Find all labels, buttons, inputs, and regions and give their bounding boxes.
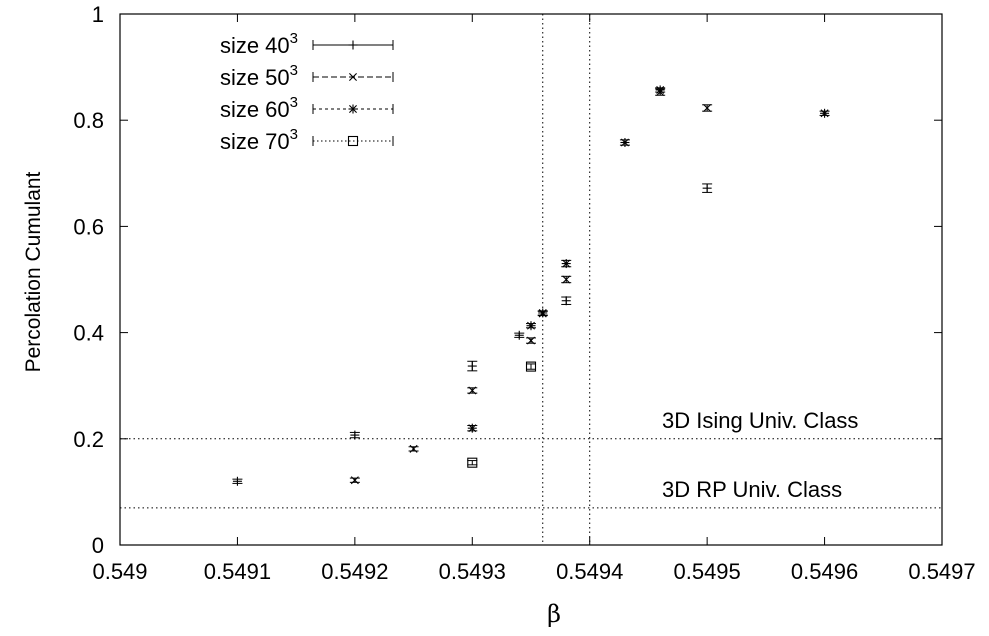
legend-label: size 703 [220,126,298,154]
x-tick: 0.5494 [556,14,623,584]
x-axis-title: β [547,600,561,628]
y-tick: 1 [92,2,942,27]
data-point [467,423,478,433]
legend-entry: size 703 [220,126,394,154]
data-points [232,85,830,486]
y-tick: 0.8 [73,108,942,133]
x-tick-label: 0.5497 [908,559,975,584]
reference-lines: 3D Ising Univ. Class 3D RP Univ. Class [120,14,942,545]
y-tick-label: 0 [92,533,104,558]
y-tick-label: 1 [92,2,104,27]
series-star [467,85,830,433]
data-point [702,183,713,193]
series-cross [349,88,713,485]
data-point [526,336,536,345]
legend: size 403 size 503 size 603 size 703 [220,30,394,154]
reference-line-label: 3D RP Univ. Class [662,477,842,502]
plot-border [119,13,943,546]
data-point [467,386,478,395]
data-point [232,476,243,486]
x-tick-label: 0.5491 [204,559,271,584]
x-tick: 0.549 [92,14,148,584]
data-point [349,476,360,485]
y-tick: 0.4 [73,321,942,346]
data-point [561,259,572,269]
data-point [702,103,713,112]
y-tick: 0 [92,533,942,558]
data-point [467,457,478,468]
data-point [408,444,419,453]
y-tick: 0.6 [73,214,942,239]
data-point [537,308,548,318]
data-point [467,360,478,372]
legend-label: size 603 [220,94,298,122]
data-point [349,430,360,440]
data-point [526,321,536,331]
data-point [655,85,666,95]
x-tick-label: 0.5496 [791,559,858,584]
legend-entry: size 503 [220,62,394,90]
series-box [467,361,537,468]
y-tick-label: 0.8 [73,108,104,133]
y-tick: 0.2 [73,427,942,452]
x-tick-label: 0.5495 [673,559,740,584]
data-point [561,275,572,284]
y-tick-label: 0.2 [73,427,104,452]
y-tick-label: 0.6 [73,214,104,239]
x-tick-label: 0.5492 [321,559,388,584]
x-tick-label: 0.5493 [439,559,506,584]
x-tick: 0.5491 [204,14,271,584]
x-tick: 0.5496 [791,14,858,584]
axis-ticks: 0.549 0.5491 0.5492 0.5493 0.5494 0.5495 0.549… [73,2,975,584]
legend-entry: size 603 [220,94,394,122]
legend-label: size 403 [220,30,298,58]
x-tick-label: 0.549 [92,559,147,584]
series-plus [232,183,713,486]
data-point [525,361,537,372]
y-axis-title: Percolation Cumulant [22,171,45,372]
legend-entry: size 403 [220,30,394,58]
x-tick: 0.5495 [673,14,741,584]
x-tick: 0.5492 [321,14,389,584]
y-tick-label: 0.4 [73,321,104,346]
data-point [619,138,630,148]
reference-line-label: 3D Ising Univ. Class [662,408,858,433]
x-tick-label: 0.5494 [556,559,623,584]
x-tick: 0.5493 [439,14,506,584]
x-tick: 0.5497 [908,14,976,584]
data-point [819,108,830,118]
data-point [514,330,525,340]
data-point [561,296,572,306]
plot-frame [119,13,943,546]
legend-label: size 503 [220,62,298,90]
